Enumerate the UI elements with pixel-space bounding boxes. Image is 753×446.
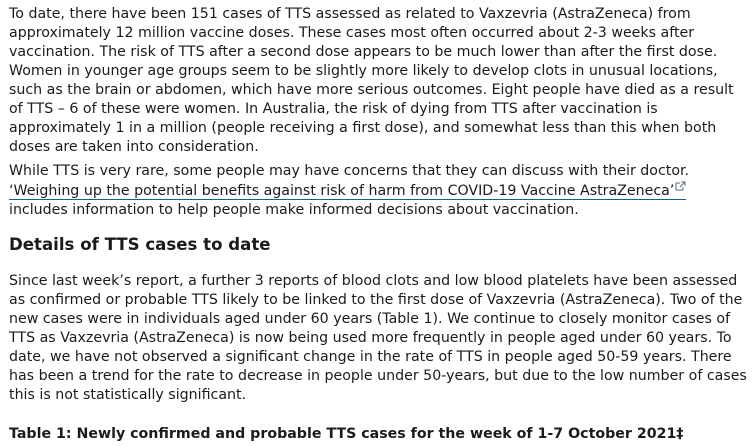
external-link-icon — [675, 181, 686, 191]
weighing-benefits-link[interactable]: ‘Weighing up the potential benefits agai… — [9, 181, 687, 200]
tts-rare-text-before: While TTS is very rare, some people may … — [9, 163, 690, 179]
intro-paragraph: To date, there have been 151 cases of TT… — [9, 6, 734, 155]
details-paragraph: Since last week’s report, a further 3 re… — [9, 273, 747, 403]
tts-rare-paragraph: While TTS is very rare, some people may … — [9, 162, 749, 220]
details-heading: Details of TTS cases to date — [9, 235, 271, 254]
weighing-benefits-link-text: ‘Weighing up the potential benefits agai… — [9, 183, 675, 199]
table1-heading: Table 1: Newly confirmed and probable TT… — [9, 426, 684, 442]
tts-rare-text-after: includes information to help people make… — [9, 202, 579, 218]
